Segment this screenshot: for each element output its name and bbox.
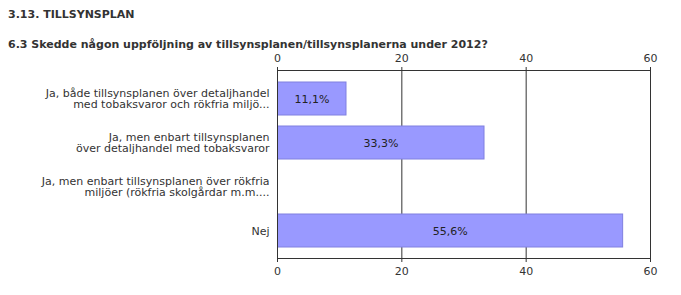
svg-text:0: 0 xyxy=(274,52,281,65)
svg-text:11,1%: 11,1% xyxy=(295,93,330,106)
svg-text:Ja, både tillsynsplanen över d: Ja, både tillsynsplanen över detaljhande… xyxy=(45,87,270,111)
svg-text:40: 40 xyxy=(519,265,533,278)
html-text:6.3 Skedde någon uppföljning a: 6.3 Skedde någon uppföljning av tillsyns… xyxy=(8,38,488,51)
svg-text:Nej: Nej xyxy=(251,225,269,238)
svg-text:20: 20 xyxy=(395,265,409,278)
svg-text:0: 0 xyxy=(274,265,281,278)
svg-text:33,3%: 33,3% xyxy=(364,137,399,150)
svg-text:55,6%: 55,6% xyxy=(433,225,468,238)
svg-text:Ja, men enbart tillsynsplanen: Ja, men enbart tillsynsplanen över rökfr… xyxy=(41,175,270,199)
html-text:3.13. TILLSYNSPLAN: 3.13. TILLSYNSPLAN xyxy=(8,8,135,21)
svg-text:Ja, men enbart tillsynsplanenö: Ja, men enbart tillsynsplanenöver detalj… xyxy=(76,131,270,155)
svg-text:40: 40 xyxy=(519,52,533,65)
svg-text:60: 60 xyxy=(644,52,658,65)
svg-text:20: 20 xyxy=(395,52,409,65)
svg-text:60: 60 xyxy=(644,265,658,278)
